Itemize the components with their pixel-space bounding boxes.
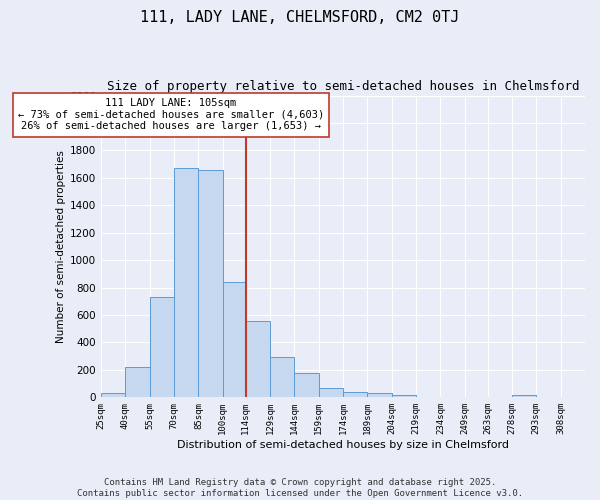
Bar [174,168,199,398]
Bar [392,394,416,398]
Bar [101,392,125,398]
Bar [294,372,319,398]
X-axis label: Distribution of semi-detached houses by size in Chelmsford: Distribution of semi-detached houses by … [177,440,509,450]
Bar [319,388,343,398]
Bar [223,282,245,398]
Bar [512,394,536,398]
Y-axis label: Number of semi-detached properties: Number of semi-detached properties [56,150,66,343]
Title: Size of property relative to semi-detached houses in Chelmsford: Size of property relative to semi-detach… [107,80,579,93]
Bar [343,392,367,398]
Bar [125,367,150,398]
Bar [150,297,174,398]
Bar [199,170,223,398]
Bar [270,357,294,398]
Bar [245,321,270,398]
Text: 111, LADY LANE, CHELMSFORD, CM2 0TJ: 111, LADY LANE, CHELMSFORD, CM2 0TJ [140,10,460,25]
Text: 111 LADY LANE: 105sqm
← 73% of semi-detached houses are smaller (4,603)
26% of s: 111 LADY LANE: 105sqm ← 73% of semi-deta… [18,98,324,132]
Text: Contains HM Land Registry data © Crown copyright and database right 2025.
Contai: Contains HM Land Registry data © Crown c… [77,478,523,498]
Bar [367,393,392,398]
